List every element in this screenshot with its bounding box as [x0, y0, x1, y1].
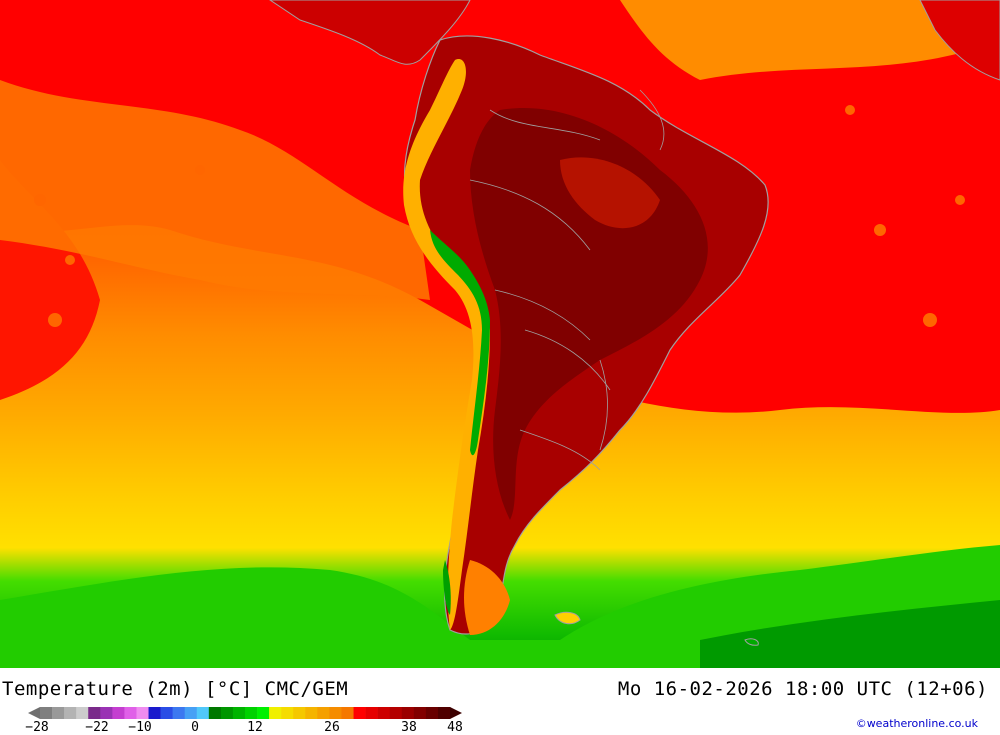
- country-borders: [469, 89, 665, 471]
- legend-swatch: [112, 707, 125, 719]
- andes-warm: [403, 59, 490, 630]
- legend-swatch: [100, 707, 113, 719]
- legend-swatch: [389, 707, 403, 719]
- legend-swatch: [124, 707, 137, 719]
- legend-swatch: [401, 707, 415, 719]
- legend-swatch: [136, 707, 149, 719]
- valid-time: Mo 16-02-2026 18:00 UTC (12+06): [617, 678, 988, 700]
- legend-swatch: [281, 707, 294, 719]
- ocean-dark-green: [700, 600, 1000, 668]
- map-title: Temperature (2m) [°C] CMC/GEM: [2, 678, 349, 700]
- legend-swatch: [245, 707, 258, 719]
- legend-tick-label: 12: [247, 720, 263, 735]
- legend-swatch: [64, 707, 77, 719]
- patagonia-orange: [464, 560, 510, 635]
- legend-tick-label: −10: [128, 720, 152, 735]
- legend-tick-label: 0: [191, 720, 199, 735]
- legend-swatch: [269, 707, 282, 719]
- legend-swatch: [365, 707, 378, 719]
- legend-swatch: [257, 707, 270, 719]
- legend-tick-label: 48: [447, 720, 463, 735]
- legend-swatch: [413, 707, 427, 719]
- south-georgia: [744, 638, 759, 646]
- legend-swatch: [160, 707, 173, 719]
- legend-tick-label: −22: [85, 720, 109, 735]
- legend-swatch: [305, 707, 318, 719]
- falkland-islands: [554, 611, 581, 625]
- temperature-map: [0, 0, 1000, 668]
- legend-swatch: [353, 707, 366, 719]
- ocean-orange-north: [620, 0, 1000, 80]
- legend-swatch: [329, 707, 342, 719]
- patagonia-green: [443, 560, 451, 615]
- andes-green: [430, 230, 490, 456]
- brazil-highlands: [560, 157, 660, 229]
- legend-swatch: [317, 707, 330, 719]
- legend-tick-label: −28: [25, 720, 49, 735]
- ocean-orange-band: [0, 80, 430, 300]
- legend-swatch: [293, 707, 306, 719]
- legend-swatch: [208, 707, 222, 719]
- credit-link[interactable]: ©weatheronline.co.uk: [855, 717, 978, 730]
- legend-arrow-left: [28, 707, 40, 719]
- legend-swatch: [184, 707, 198, 719]
- legend-arrow-right: [450, 707, 462, 719]
- footer-bar: [0, 668, 1000, 733]
- legend-tick-label: 26: [324, 720, 340, 735]
- legend-swatch: [148, 707, 161, 719]
- legend-swatch: [52, 707, 65, 719]
- legend-swatch: [232, 707, 246, 719]
- legend-tick-label: 38: [401, 720, 417, 735]
- legend-swatch: [425, 707, 439, 719]
- legend-swatch: [220, 707, 234, 719]
- legend-swatch: [377, 707, 391, 719]
- legend-swatch: [40, 707, 53, 719]
- legend-swatch: [341, 707, 354, 719]
- legend-swatch: [172, 707, 186, 719]
- legend-swatch: [76, 707, 89, 719]
- legend-swatch: [437, 707, 451, 719]
- temperature-speckles: [34, 105, 965, 327]
- legend-swatch: [196, 707, 210, 719]
- central-america: [269, 0, 471, 65]
- legend-swatch: [88, 707, 101, 719]
- color-legend: [28, 707, 462, 719]
